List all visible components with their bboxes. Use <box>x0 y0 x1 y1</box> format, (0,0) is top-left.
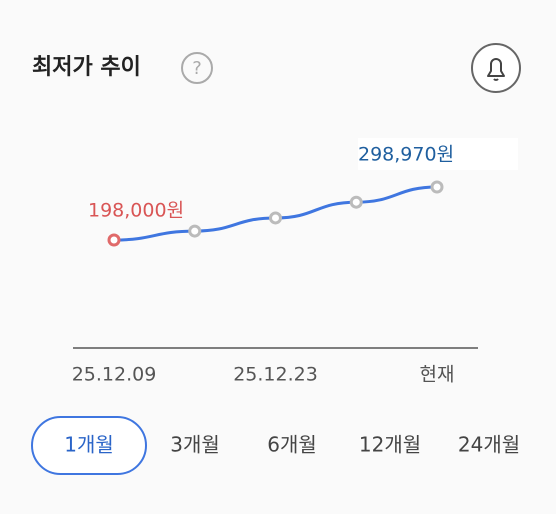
value-label: 298,970원 <box>358 144 454 166</box>
period-tab[interactable]: 1개월 <box>31 416 147 475</box>
selected-tab-border <box>31 416 147 475</box>
label-background <box>358 138 518 170</box>
x-tick-label: 25.12.09 <box>72 364 157 386</box>
period-label: 12개월 <box>359 433 421 457</box>
period-tab[interactable]: 6개월 <box>267 433 317 457</box>
alert-button[interactable] <box>471 43 521 93</box>
x-tick-label: 현재 <box>420 364 455 386</box>
period-label: 6개월 <box>267 433 317 457</box>
period-tabs: 1개월 3개월 6개월 12개월 24개월 <box>31 416 520 475</box>
period-label: 1개월 <box>64 433 114 457</box>
period-tab[interactable]: 3개월 <box>170 433 220 457</box>
help-icon: ? <box>192 58 202 79</box>
chart: 25.12.09 198,000원 25.12.23 현재 298,970원 <box>72 144 455 386</box>
price-point <box>430 180 444 194</box>
price-point <box>349 195 363 209</box>
bell-circle <box>471 43 521 93</box>
bell-icon <box>487 58 505 81</box>
price-point <box>188 224 202 238</box>
title: 최저가 추이 <box>32 55 141 80</box>
price-point <box>269 211 282 225</box>
help-button[interactable]: ? <box>181 52 213 84</box>
period-label: 24개월 <box>458 433 520 457</box>
period-tab[interactable]: 12개월 <box>359 433 421 457</box>
value-label: 198,000원 <box>88 200 184 222</box>
price-point <box>107 233 121 247</box>
help-circle <box>181 52 213 84</box>
period-label: 3개월 <box>170 433 220 457</box>
period-tab[interactable]: 24개월 <box>458 433 520 457</box>
x-tick-label: 25.12.23 <box>233 364 318 386</box>
